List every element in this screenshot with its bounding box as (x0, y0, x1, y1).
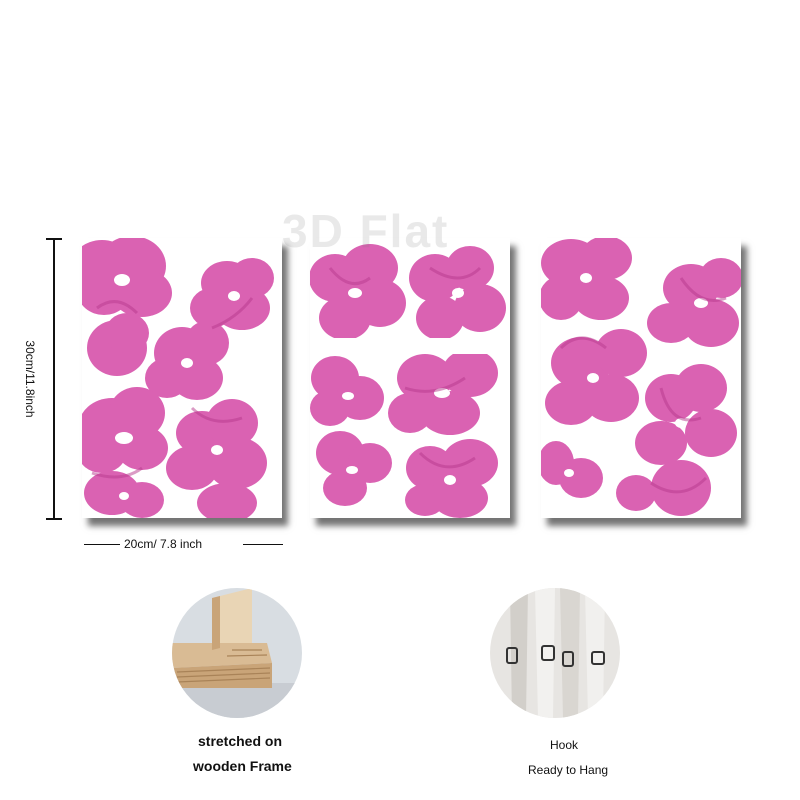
canvas-panel-center (310, 238, 510, 518)
height-dimension-line (53, 238, 55, 520)
height-dimension-label: 30cm/11.8inch (23, 316, 37, 442)
width-dimension-line-left (84, 544, 120, 545)
canvas-panel-right (541, 238, 741, 518)
flower-painting-center (310, 244, 510, 518)
frame-caption-line2: wooden Frame (193, 758, 292, 774)
hook-caption-line2: Ready to Hang (528, 763, 609, 777)
width-dimension-label: 20cm/ 7.8 inch (124, 537, 203, 551)
flower-painting-right (541, 238, 741, 516)
hook-caption-line1: Hook (550, 738, 579, 752)
hook-photo (490, 588, 620, 718)
frame-caption-line1: stretched on (198, 733, 283, 749)
height-dimension-top-cap (46, 238, 62, 240)
width-dimension-line-right (243, 544, 283, 545)
canvas-panel-left (82, 238, 282, 518)
watermark: 3D Flat (282, 205, 450, 257)
wooden-frame-corner-image (172, 588, 302, 718)
flower-painting-left (82, 238, 274, 518)
hanging-hooks-image (490, 588, 620, 718)
height-dimension-bottom-cap (46, 518, 62, 520)
wooden-frame-photo (172, 588, 302, 718)
